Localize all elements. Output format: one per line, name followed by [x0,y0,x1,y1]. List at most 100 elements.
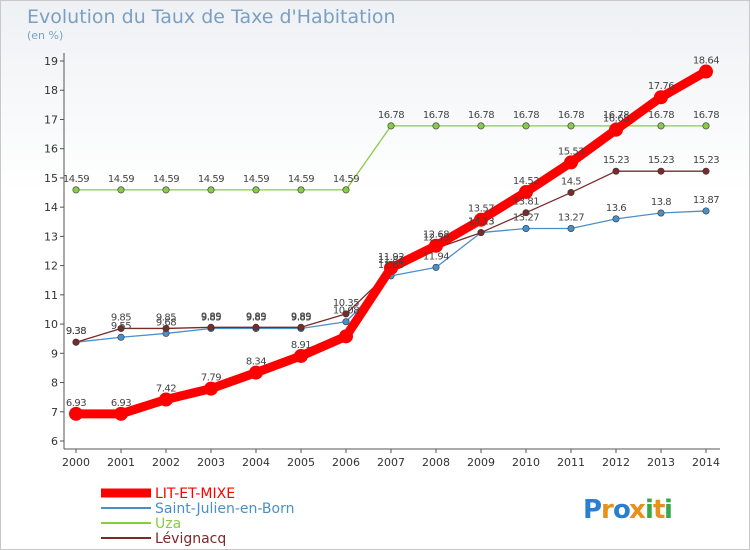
data-label: 6.93 [66,398,86,409]
x-tick-label: 2012 [602,456,630,469]
data-label: 15.53 [558,146,584,157]
data-label: 16.65 [603,114,629,125]
data-label: 14.52 [513,176,539,187]
legend-label-2: Uza [155,516,181,532]
data-label: 13.87 [693,195,719,206]
x-tick-label: 2004 [242,456,270,469]
data-label: 15.23 [693,155,719,166]
data-point-0 [159,392,173,407]
data-point-3 [117,324,125,332]
data-point-0 [474,212,488,227]
data-label: 16.78 [693,110,719,121]
x-tick-label: 2014 [692,456,720,469]
data-point-2 [297,186,305,194]
data-point-2 [522,122,530,130]
data-label: 9.85 [201,312,221,323]
data-point-2 [72,186,80,194]
data-point-2 [477,122,485,130]
data-label: 11.94 [423,251,449,262]
data-label: 14.59 [288,174,314,185]
data-label: 7.79 [201,373,221,384]
data-label: 8.34 [246,357,266,368]
data-label: 14.59 [153,174,179,185]
data-point-0 [519,184,533,199]
data-point-2 [567,122,575,130]
data-point-3 [252,323,260,331]
logo-letter: P [583,495,602,525]
data-label: 14.5 [561,177,581,188]
data-label: 6.93 [111,398,131,409]
data-label: 9.38 [66,326,86,337]
legend-label-0: LIT-ET-MIXE [155,486,235,502]
data-label: 9.89 [246,311,266,322]
legend-label-1: Saint-Julien-en-Born [155,501,294,517]
data-point-3 [342,310,350,318]
data-point-2 [252,186,260,194]
data-point-1 [657,209,665,217]
data-point-0 [564,155,578,170]
data-point-1 [567,224,575,232]
y-tick-label: 14 [44,201,58,214]
data-point-2 [207,186,215,194]
y-tick-label: 16 [44,143,58,156]
logo-letter: i [664,495,673,525]
logo-letter: t [653,495,665,525]
data-point-2 [387,122,395,130]
data-point-0 [204,381,218,396]
data-label: 9.55 [111,321,131,332]
data-point-1 [342,318,350,326]
data-point-3 [702,167,710,175]
data-label: 16.78 [513,110,539,121]
data-label: 16.78 [603,110,629,121]
data-label: 15.23 [603,155,629,166]
data-point-0 [654,90,668,105]
data-point-0 [339,329,353,344]
x-tick-label: 2001 [107,456,135,469]
data-label: 16.78 [378,110,404,121]
data-point-2 [702,122,710,130]
data-label: 13.8 [651,197,671,208]
data-point-1 [522,224,530,232]
data-label: 11.65 [378,260,404,271]
data-label: 11.82 [378,255,404,266]
y-tick-label: 12 [44,260,58,273]
data-point-3 [522,209,530,217]
data-point-0 [609,122,623,137]
data-label: 17.76 [648,81,674,92]
y-tick-label: 19 [44,55,58,68]
data-point-3 [72,338,80,346]
y-tick-label: 9 [51,347,58,360]
data-label: 9.85 [156,312,176,323]
data-point-3 [567,189,575,197]
data-label: 16.78 [468,110,494,121]
data-label: 10.35 [333,298,359,309]
x-tick-label: 2002 [152,456,180,469]
data-label: 9.85 [291,312,311,323]
data-label: 13.27 [558,212,584,223]
data-label: 12.68 [423,230,449,241]
data-point-3 [657,167,665,175]
data-point-3 [207,323,215,331]
data-label: 14.59 [243,174,269,185]
data-label: 13.6 [606,203,626,214]
data-point-0 [429,238,443,253]
y-tick-label: 13 [44,230,58,243]
data-label: 13.27 [513,212,539,223]
logo-letter: o [613,495,631,525]
data-label: 16.78 [423,110,449,121]
data-label: 13.13 [468,217,494,228]
x-tick-label: 2008 [422,456,450,469]
data-point-2 [162,186,170,194]
y-tick-label: 7 [51,406,58,419]
logo-letter: x [629,495,646,525]
data-point-0 [699,64,713,79]
data-label: 14.59 [198,174,224,185]
logo-letter: i [645,495,654,525]
data-label: 14.59 [63,174,89,185]
data-label: 16.78 [648,110,674,121]
data-point-1 [117,333,125,341]
data-point-0 [249,365,263,380]
x-tick-label: 2013 [647,456,675,469]
